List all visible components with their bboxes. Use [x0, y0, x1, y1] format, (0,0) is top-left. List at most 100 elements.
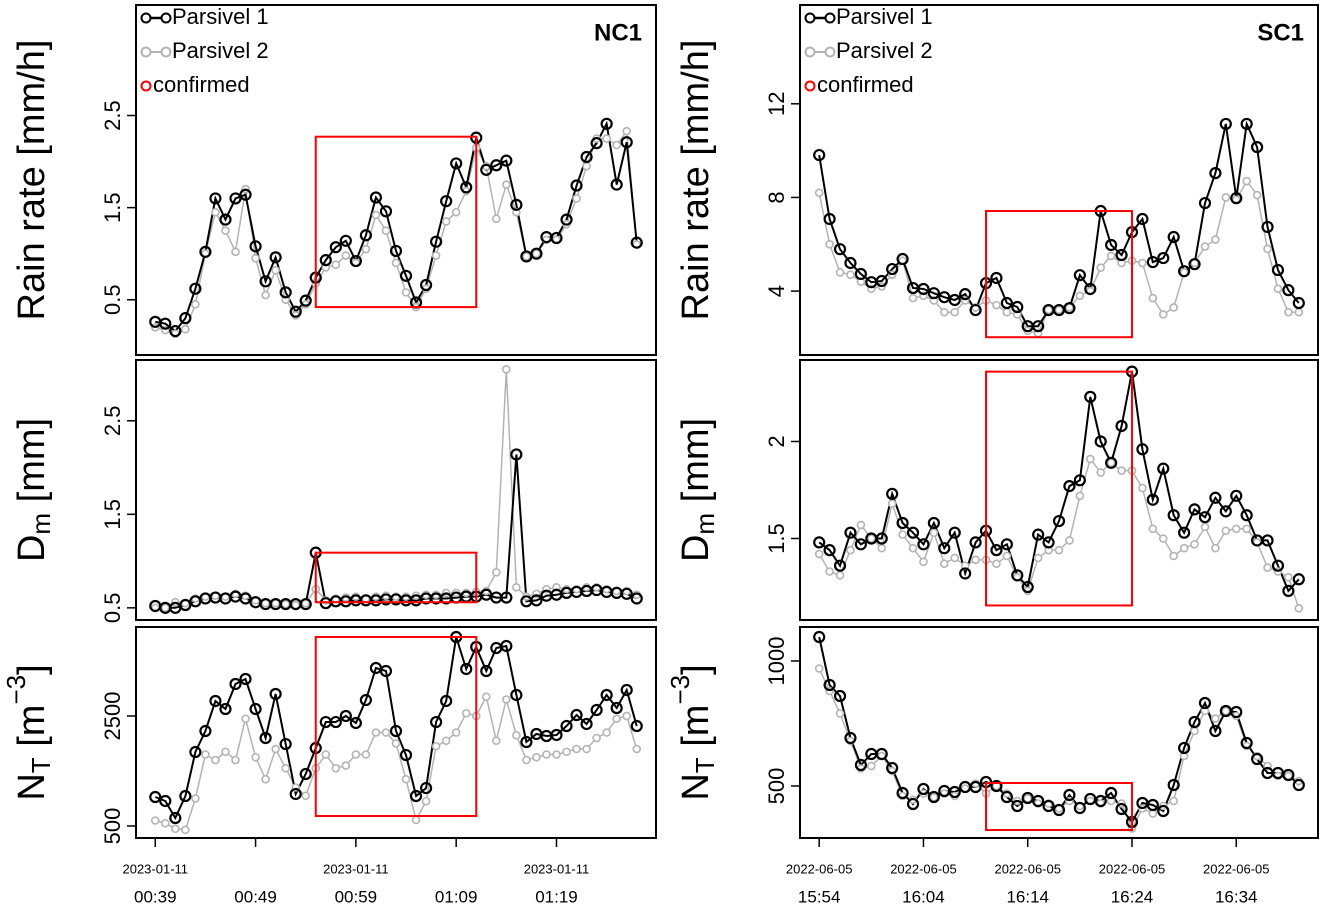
data-point — [1063, 302, 1076, 315]
data-point — [1096, 263, 1106, 272]
data-point — [530, 247, 543, 260]
data-point — [1292, 296, 1305, 310]
data-point — [492, 736, 501, 746]
y-axis-label-part: m — [690, 513, 720, 535]
legend-label: Parsivel 2 — [172, 38, 269, 63]
data-point — [813, 536, 826, 549]
y-axis-label: Dm [mm] — [11, 418, 56, 562]
data-point — [530, 727, 543, 741]
data-point — [500, 639, 513, 653]
data-point — [209, 192, 222, 205]
x-tick-label: 16:24 — [1111, 887, 1154, 906]
data-point — [1211, 543, 1220, 553]
data-point — [560, 586, 573, 599]
data-point — [929, 792, 939, 802]
data-point — [1179, 543, 1189, 553]
data-point — [813, 630, 826, 644]
data-point — [1169, 796, 1178, 806]
confirmed-box — [985, 782, 1133, 831]
data-point — [1136, 212, 1149, 226]
data-point — [341, 251, 351, 260]
x-tick-date: 2023-01-11 — [524, 861, 590, 876]
data-point — [389, 244, 403, 258]
data-point — [1158, 534, 1168, 543]
x-tick-label: 01:09 — [435, 887, 478, 906]
x-tick-label: 15:54 — [798, 887, 841, 906]
data-point — [622, 126, 632, 136]
data-point — [512, 582, 521, 592]
data-point — [1240, 736, 1253, 750]
y-axis-label-part: Rain rate [mm/h] — [11, 40, 53, 321]
data-point — [959, 288, 972, 301]
data-point — [209, 591, 222, 604]
data-point — [813, 148, 826, 162]
data-point — [1230, 705, 1243, 719]
data-point — [431, 741, 441, 751]
y-tick-label: 1.5 — [100, 192, 125, 223]
legend-label: confirmed — [153, 72, 250, 97]
data-point — [231, 755, 240, 765]
data-point — [440, 694, 453, 708]
data-point — [321, 750, 331, 759]
legend-marker — [140, 80, 152, 92]
data-point — [908, 293, 918, 303]
data-point — [269, 251, 282, 264]
data-point — [1105, 238, 1118, 252]
data-point — [572, 194, 581, 203]
data-point — [430, 715, 443, 729]
data-point — [261, 774, 270, 784]
data-point — [867, 761, 876, 771]
data-point — [1188, 258, 1201, 271]
data-point — [550, 588, 563, 601]
data-point — [898, 530, 907, 539]
data-point — [1136, 796, 1149, 810]
data-point — [1230, 192, 1243, 205]
data-point — [835, 268, 845, 277]
data-point — [1188, 503, 1201, 516]
data-point — [1052, 514, 1066, 528]
data-point — [875, 747, 888, 761]
data-point — [209, 694, 222, 708]
data-point — [1198, 696, 1212, 710]
data-point — [1273, 284, 1283, 294]
series-line — [818, 371, 1300, 593]
data-point — [948, 526, 961, 539]
data-point — [570, 708, 583, 722]
data-point — [391, 258, 401, 268]
series-line — [155, 369, 637, 609]
data-point — [512, 730, 521, 740]
data-point — [1148, 524, 1158, 534]
data-point — [399, 594, 413, 607]
data-point — [1075, 491, 1085, 501]
data-point — [1085, 454, 1095, 464]
data-point — [239, 592, 252, 605]
data-point — [833, 689, 847, 703]
legend-marker — [160, 46, 172, 58]
data-point — [886, 262, 899, 276]
data-point — [896, 252, 909, 266]
data-point — [1063, 480, 1076, 493]
data-point — [440, 195, 453, 208]
data-point — [940, 307, 949, 317]
data-point — [823, 544, 836, 557]
data-point — [1073, 474, 1086, 487]
data-point — [169, 601, 182, 614]
data-point — [1188, 715, 1201, 729]
data-point — [630, 719, 643, 733]
data-point — [1094, 794, 1107, 808]
data-point — [159, 317, 172, 330]
y-axis-label-part: D — [675, 535, 717, 562]
data-point — [600, 585, 613, 599]
y-tick-label: 500 — [764, 768, 789, 805]
data-point — [191, 794, 200, 803]
data-point — [1157, 251, 1170, 265]
data-point — [229, 590, 242, 603]
data-point — [522, 252, 531, 261]
data-point — [149, 315, 162, 328]
data-point — [502, 180, 511, 189]
data-point — [1284, 307, 1293, 317]
data-point — [271, 265, 280, 275]
data-point — [171, 824, 180, 834]
data-point — [1200, 522, 1210, 532]
data-point — [1084, 390, 1097, 403]
